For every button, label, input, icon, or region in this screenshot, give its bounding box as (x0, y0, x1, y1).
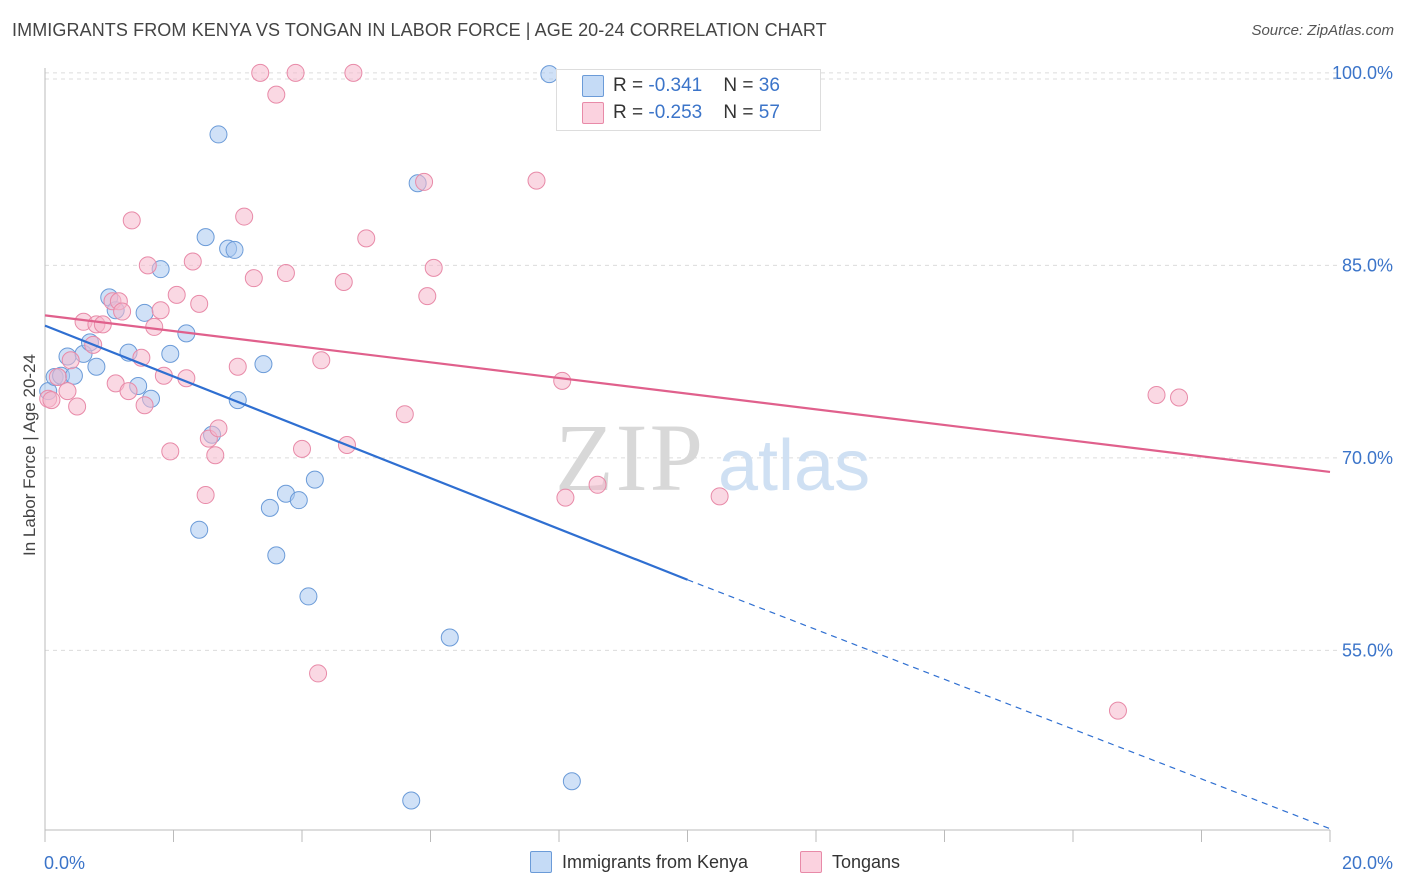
tongans-point (68, 397, 87, 416)
legend-swatch-tongans (582, 102, 604, 124)
bottom-legend-swatch-kenya (530, 851, 552, 873)
tongans-point (93, 315, 112, 334)
tongans-point (334, 273, 353, 292)
tongans-point (424, 258, 443, 277)
tongans-point (710, 487, 729, 506)
kenya-point (260, 498, 279, 517)
watermark-zip: ZIP (555, 404, 705, 511)
legend-swatch-kenya (582, 75, 604, 97)
kenya-point (305, 470, 324, 489)
tongans-point (1147, 385, 1166, 404)
tongans-point (228, 357, 247, 376)
stats-legend: R = -0.341 N = 36 R = -0.253 N = 57 (556, 69, 821, 131)
legend-r-value-tongans: -0.253 (648, 102, 703, 123)
kenya-point (440, 628, 459, 647)
y-tick-label: 55.0% (1342, 640, 1393, 660)
tongans-point (344, 63, 363, 82)
tongans-point (113, 302, 132, 321)
tongans-point (415, 172, 434, 191)
legend-row-kenya: R = -0.341 N = 36 (582, 74, 780, 98)
bottom-legend-label-tongans: Tongans (832, 851, 901, 872)
bottom-legend-tongans: Tongans (800, 851, 900, 873)
kenya-point (209, 125, 228, 144)
tongans-point (588, 475, 607, 494)
tongans-point (42, 391, 61, 410)
x-tick-label: 0.0% (44, 853, 85, 873)
tongans-point (395, 405, 414, 424)
tongans-point (206, 446, 225, 465)
tongans-point (235, 207, 254, 226)
kenya-point (289, 491, 308, 510)
y-tick-label: 100.0% (1332, 63, 1393, 83)
tongans-point (553, 371, 572, 390)
tongans-point (151, 301, 170, 320)
bottom-legend-label-kenya: Immigrants from Kenya (562, 851, 749, 872)
kenya-point (562, 772, 581, 791)
tongans-point (312, 351, 331, 370)
kenya-point (196, 228, 215, 247)
kenya-point (225, 240, 244, 259)
tongans-point (119, 382, 138, 401)
tongans-point (183, 252, 202, 271)
kenya-trend-line-extension (687, 579, 1331, 830)
legend-r-label: R = (613, 102, 649, 123)
tongans-point (527, 171, 546, 190)
tongans-point (244, 269, 263, 288)
kenya-point (87, 357, 106, 376)
tongans-point (196, 486, 215, 505)
x-tick-label: 20.0% (1342, 853, 1393, 873)
tongans-point (251, 63, 270, 82)
legend-r-value-kenya: -0.341 (648, 75, 703, 96)
chart-title: IMMIGRANTS FROM KENYA VS TONGAN IN LABOR… (12, 20, 827, 40)
tongans-point (1170, 388, 1189, 407)
watermark-atlas: atlas (718, 426, 870, 506)
tongans-point (418, 287, 437, 306)
legend-r-label: R = (613, 75, 649, 96)
tongans-point (309, 664, 328, 683)
legend-n-value-tongans: 57 (758, 102, 780, 123)
kenya-point (64, 366, 83, 385)
tongans-point (61, 351, 80, 370)
kenya-trend-line (44, 324, 688, 581)
tongans-point (122, 211, 141, 230)
legend-n-label: N = (723, 75, 759, 96)
y-tick-label: 70.0% (1342, 448, 1393, 468)
bottom-legend-kenya: Immigrants from Kenya (530, 851, 748, 873)
legend-row-tongans: R = -0.253 N = 57 (582, 101, 780, 125)
tongans-point (1108, 701, 1127, 720)
tongans-point (135, 396, 154, 415)
tongans-point (48, 367, 67, 386)
kenya-point (190, 520, 209, 539)
bottom-legend-swatch-tongans (800, 851, 822, 873)
kenya-point (161, 344, 180, 363)
y-tick-label: 85.0% (1342, 255, 1393, 275)
tongans-point (556, 488, 575, 507)
tongans-point (276, 264, 295, 283)
kenya-point (267, 546, 286, 565)
tongans-point (167, 285, 186, 304)
kenya-point (402, 791, 421, 810)
tongans-point (293, 439, 311, 458)
tongans-point (286, 63, 305, 82)
tongans-point (357, 229, 376, 248)
tongans-point (190, 294, 209, 313)
kenya-point (254, 355, 273, 374)
tongans-point (138, 256, 157, 275)
legend-n-label: N = (723, 102, 759, 123)
tongans-point (58, 382, 77, 401)
source-label: Source: ZipAtlas.com (1251, 22, 1394, 39)
tongans-point (267, 85, 286, 104)
tongans-trend-line (44, 314, 1331, 474)
tongans-point (161, 442, 180, 461)
legend-n-value-kenya: 36 (758, 75, 780, 96)
tongans-point (209, 419, 228, 438)
kenya-point (299, 587, 318, 606)
